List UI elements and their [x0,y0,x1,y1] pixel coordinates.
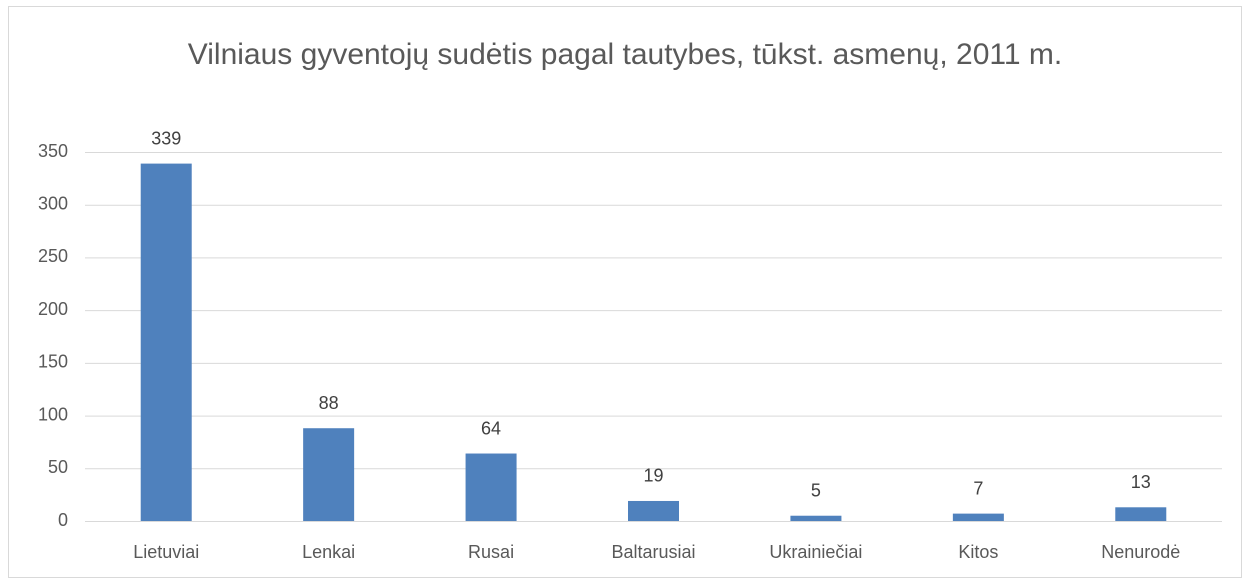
chart-title: Vilniaus gyventojų sudėtis pagal tautybe… [187,38,1063,71]
y-tick-label: 100 [38,404,68,424]
bar [303,428,355,521]
y-tick-label: 50 [48,457,68,477]
y-tick-label: 350 [38,141,68,161]
y-tick-label: 250 [38,246,68,266]
data-label: 5 [811,480,821,500]
x-tick-label: Lietuviai [133,542,199,562]
bar [952,513,1004,521]
y-tick-label: 200 [38,299,68,319]
x-tick-label: Nenurodė [1101,542,1180,562]
bar [465,453,517,521]
x-tick-label: Ukrainiečiai [769,542,862,562]
y-tick-label: 0 [58,510,68,530]
data-label: 64 [481,418,501,438]
bar [140,163,192,521]
y-tick-label: 150 [38,352,68,372]
x-tick-label: Rusai [468,542,514,562]
data-label: 339 [151,128,181,148]
data-label: 7 [973,478,983,498]
y-tick-label: 300 [38,193,68,213]
x-tick-label: Baltarusiai [611,542,695,562]
x-tick-label: Kitos [958,542,998,562]
chart-border [8,6,1242,578]
bar [628,500,679,521]
data-label: 88 [319,393,339,413]
bar [1115,507,1167,521]
bar [790,515,842,521]
data-label: 19 [643,466,663,486]
data-label: 13 [1131,472,1151,492]
x-tick-label: Lenkai [302,542,355,562]
